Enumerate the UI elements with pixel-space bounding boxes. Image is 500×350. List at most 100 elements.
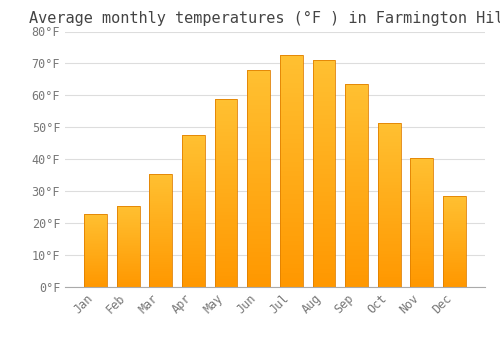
Bar — [84, 274, 107, 275]
Bar — [378, 215, 400, 218]
Bar — [345, 254, 368, 259]
Bar — [84, 265, 107, 266]
Bar — [84, 243, 107, 244]
Bar — [410, 230, 434, 233]
Bar — [248, 113, 270, 118]
Bar — [443, 227, 466, 229]
Bar — [248, 235, 270, 239]
Bar — [280, 176, 302, 181]
Bar — [248, 226, 270, 231]
Bar — [248, 209, 270, 213]
Bar — [345, 92, 368, 96]
Bar — [182, 214, 205, 217]
Bar — [182, 263, 205, 266]
Bar — [116, 215, 140, 217]
Bar — [116, 269, 140, 271]
Bar — [410, 225, 434, 228]
Bar — [116, 224, 140, 225]
Bar — [345, 259, 368, 262]
Bar — [345, 283, 368, 287]
Bar — [280, 282, 302, 287]
Bar — [84, 222, 107, 224]
Bar — [84, 253, 107, 255]
Bar — [150, 201, 172, 203]
Bar — [84, 221, 107, 222]
Bar — [378, 218, 400, 221]
Bar — [150, 244, 172, 246]
Bar — [150, 198, 172, 201]
Bar — [280, 139, 302, 144]
Bar — [116, 279, 140, 280]
Bar — [312, 155, 336, 160]
Bar — [182, 156, 205, 160]
Bar — [378, 195, 400, 198]
Bar — [345, 174, 368, 177]
Bar — [150, 246, 172, 248]
Bar — [182, 150, 205, 154]
Bar — [410, 170, 434, 173]
Bar — [248, 166, 270, 170]
Bar — [345, 177, 368, 182]
Bar — [214, 204, 238, 208]
Bar — [443, 236, 466, 238]
Bar — [248, 248, 270, 252]
Bar — [443, 202, 466, 203]
Bar — [410, 274, 434, 276]
Bar — [84, 230, 107, 231]
Bar — [410, 158, 434, 287]
Bar — [378, 228, 400, 231]
Bar — [280, 134, 302, 139]
Bar — [345, 100, 368, 105]
Bar — [214, 185, 238, 189]
Bar — [410, 264, 434, 266]
Bar — [182, 163, 205, 166]
Bar — [84, 255, 107, 256]
Bar — [150, 217, 172, 219]
Bar — [248, 239, 270, 244]
Bar — [378, 126, 400, 129]
Bar — [214, 102, 238, 106]
Bar — [378, 139, 400, 142]
Bar — [214, 159, 238, 163]
Bar — [214, 174, 238, 178]
Bar — [378, 284, 400, 287]
Bar — [312, 187, 336, 192]
Bar — [443, 252, 466, 254]
Bar — [410, 276, 434, 279]
Bar — [116, 254, 140, 256]
Bar — [410, 163, 434, 166]
Bar — [150, 282, 172, 285]
Bar — [378, 277, 400, 280]
Bar — [116, 217, 140, 219]
Bar — [150, 267, 172, 269]
Bar — [345, 129, 368, 133]
Bar — [116, 205, 140, 287]
Bar — [378, 254, 400, 257]
Bar — [182, 138, 205, 141]
Bar — [378, 152, 400, 155]
Bar — [248, 70, 270, 287]
Bar — [248, 83, 270, 87]
Bar — [410, 256, 434, 259]
Bar — [345, 84, 368, 287]
Bar — [312, 260, 336, 264]
Bar — [443, 232, 466, 234]
Bar — [312, 269, 336, 273]
Bar — [378, 159, 400, 162]
Bar — [280, 79, 302, 83]
Bar — [443, 199, 466, 202]
Bar — [378, 142, 400, 146]
Bar — [378, 182, 400, 185]
Bar — [182, 199, 205, 202]
Bar — [116, 284, 140, 285]
Bar — [410, 189, 434, 191]
Bar — [150, 221, 172, 224]
Bar — [443, 229, 466, 231]
Bar — [116, 259, 140, 261]
Bar — [84, 264, 107, 265]
Bar — [410, 202, 434, 204]
Bar — [84, 275, 107, 277]
Bar — [84, 249, 107, 250]
Bar — [116, 271, 140, 272]
Bar — [116, 267, 140, 269]
